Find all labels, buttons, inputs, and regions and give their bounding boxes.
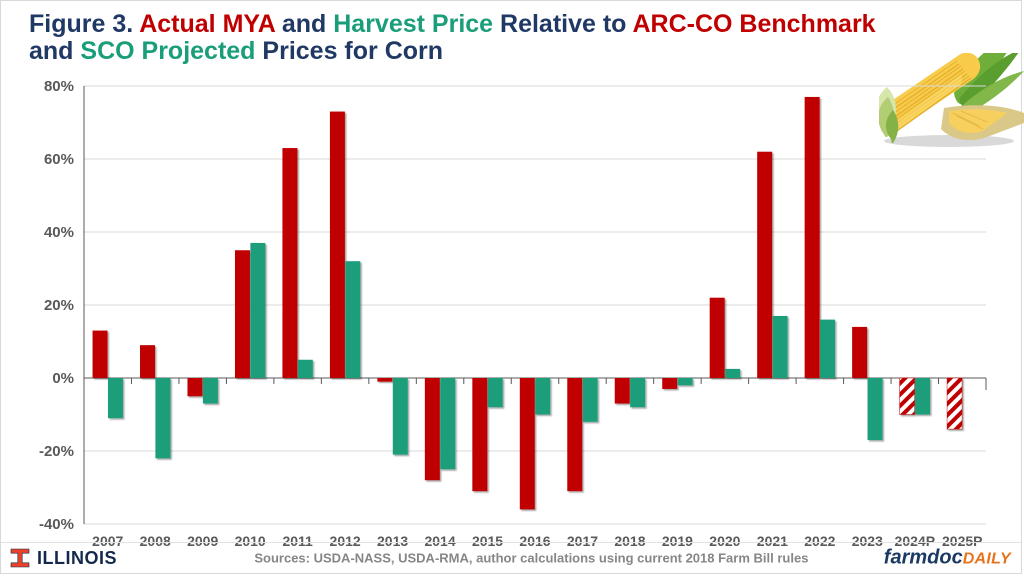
svg-text:60%: 60% bbox=[44, 151, 74, 168]
svg-text:80%: 80% bbox=[44, 78, 74, 95]
svg-text:40%: 40% bbox=[44, 224, 74, 241]
svg-text:0%: 0% bbox=[52, 370, 74, 387]
svg-text:-40%: -40% bbox=[39, 516, 74, 533]
svg-text:20%: 20% bbox=[44, 297, 74, 314]
svg-text:-20%: -20% bbox=[39, 443, 74, 460]
